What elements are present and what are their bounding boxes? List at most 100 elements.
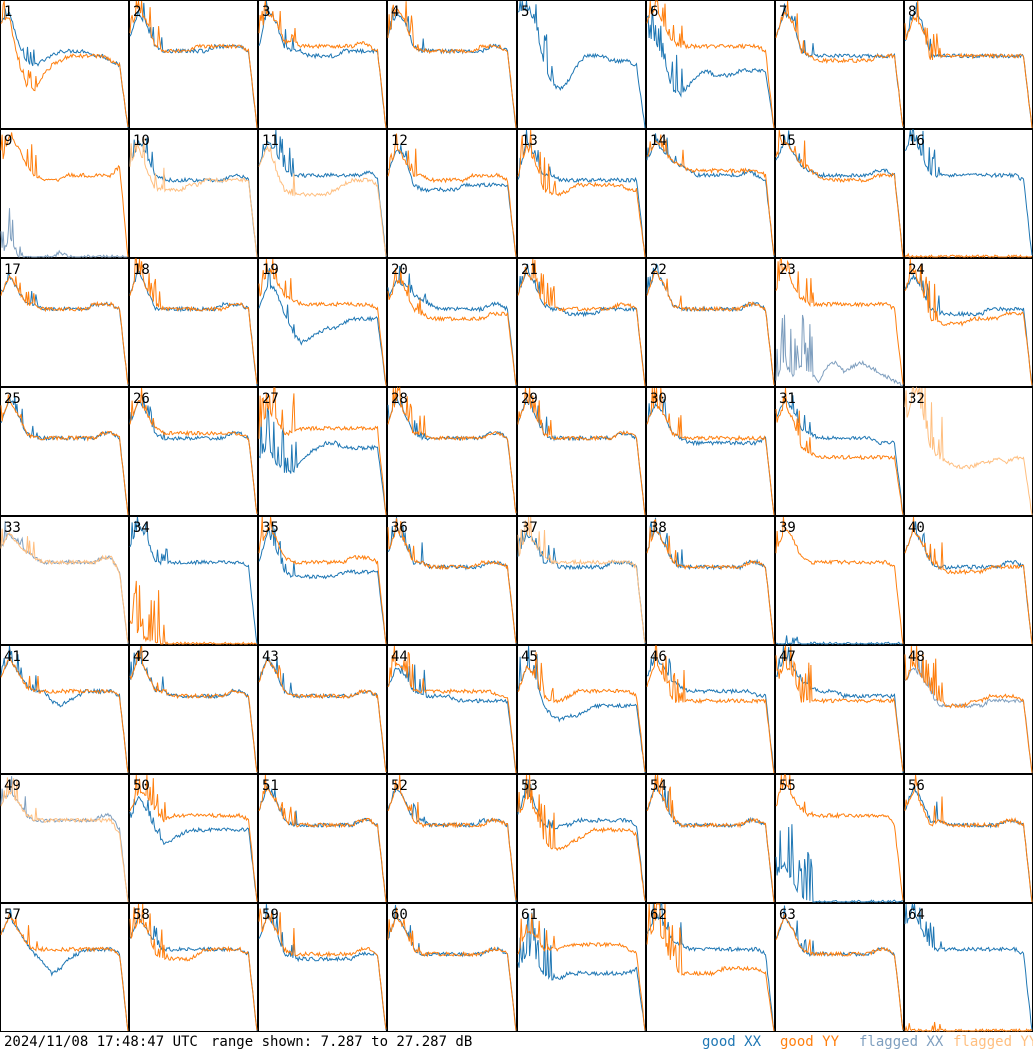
series-yy-panel-26 — [129, 387, 258, 514]
series-yy-panel-50 — [129, 774, 258, 902]
panel-frame — [387, 129, 517, 258]
panel-frame — [904, 516, 1033, 645]
panel-label: 7 — [779, 4, 787, 20]
panel-frame — [904, 129, 1033, 258]
series-yy-panel-17 — [0, 274, 129, 385]
panel-label: 56 — [908, 778, 925, 794]
panel-52: 52 — [387, 774, 517, 903]
series-yy-panel-37 — [517, 516, 646, 643]
panel-frame — [775, 774, 904, 903]
series-xx-panel-59 — [258, 904, 387, 1031]
series-yy-panel-40 — [904, 516, 1033, 645]
panel-38: 38 — [646, 516, 775, 645]
panel-label: 46 — [650, 649, 667, 665]
panel-frame — [258, 258, 387, 387]
panel-frame — [646, 387, 775, 516]
series-yy-panel-8 — [904, 0, 1033, 129]
panel-label: 10 — [133, 133, 150, 149]
panel-7: 7 — [775, 0, 904, 129]
panel-54: 54 — [646, 774, 775, 903]
series-yy-panel-14 — [646, 134, 775, 256]
series-yy-panel-23 — [775, 258, 904, 385]
panel-label: 14 — [650, 133, 667, 149]
series-xx-panel-61 — [517, 912, 646, 1032]
panel-24: 24 — [904, 258, 1033, 387]
panel-36: 36 — [387, 516, 517, 645]
panel-label: 37 — [521, 520, 538, 536]
series-yy-panel-10 — [129, 137, 258, 258]
panel-label: 53 — [521, 778, 538, 794]
panel-frame — [258, 903, 387, 1032]
series-yy-panel-54 — [646, 774, 775, 903]
panel-frame — [517, 129, 646, 258]
panel-label: 51 — [262, 778, 279, 794]
series-yy-panel-36 — [387, 518, 517, 644]
panel-19: 19 — [258, 258, 387, 387]
series-yy-panel-6 — [646, 0, 775, 129]
series-xx-panel-36 — [387, 516, 517, 645]
series-xx-panel-9 — [0, 208, 129, 258]
panel-49: 49 — [0, 774, 129, 903]
panel-frame — [387, 903, 517, 1032]
series-xx-panel-35 — [258, 522, 387, 644]
series-yy-panel-1 — [0, 0, 129, 128]
panel-frame — [0, 258, 129, 387]
panel-label: 31 — [779, 391, 796, 407]
series-yy-panel-52 — [387, 774, 517, 901]
panel-label: 23 — [779, 262, 796, 278]
series-xx-panel-24 — [904, 272, 1033, 387]
series-yy-panel-25 — [0, 394, 129, 516]
panel-label: 34 — [133, 520, 150, 536]
panel-label: 25 — [4, 391, 21, 407]
panel-33: 33 — [0, 516, 129, 645]
panel-label: 44 — [391, 649, 408, 665]
panel-label: 35 — [262, 520, 279, 536]
panel-frame — [129, 258, 258, 387]
series-xx-panel-3 — [258, 0, 387, 129]
panel-60: 60 — [387, 903, 517, 1032]
series-xx-panel-19 — [258, 267, 387, 385]
series-xx-panel-27 — [258, 407, 387, 514]
panel-label: 40 — [908, 520, 925, 536]
panel-label: 33 — [4, 520, 21, 536]
series-xx-panel-12 — [387, 144, 517, 258]
series-xx-panel-62 — [646, 903, 775, 1031]
panel-label: 57 — [4, 907, 21, 923]
series-xx-panel-34 — [129, 516, 258, 645]
panel-17: 17 — [0, 258, 129, 387]
panel-label: 29 — [521, 391, 538, 407]
series-yy-panel-43 — [258, 658, 387, 773]
legend-flagged-xx: flagged XX — [859, 1034, 944, 1050]
panel-43: 43 — [258, 645, 387, 774]
series-xx-panel-55 — [775, 824, 904, 903]
panel-56: 56 — [904, 774, 1033, 903]
series-yy-panel-55 — [775, 774, 904, 901]
series-xx-panel-20 — [387, 265, 517, 387]
panel-8: 8 — [904, 0, 1033, 129]
series-xx-panel-1 — [0, 8, 129, 129]
panel-frame — [904, 774, 1033, 903]
panel-frame — [0, 0, 129, 129]
panel-label: 16 — [908, 133, 925, 149]
panel-label: 62 — [650, 907, 667, 923]
panel-64: 64 — [904, 903, 1033, 1032]
panel-label: 47 — [779, 649, 796, 665]
panel-frame — [775, 645, 904, 774]
range-text: range shown: 7.287 to 27.287 dB — [211, 1034, 473, 1050]
series-yy-panel-56 — [904, 774, 1033, 903]
series-yy-panel-3 — [258, 0, 387, 128]
panel-label: 4 — [391, 4, 399, 20]
panel-label: 50 — [133, 778, 150, 794]
panel-label: 21 — [521, 262, 538, 278]
series-yy-panel-39 — [775, 516, 904, 645]
legend-flagged-yy: flagged YY — [953, 1034, 1033, 1050]
panel-label: 24 — [908, 262, 925, 278]
panel-16: 16 — [904, 129, 1033, 258]
series-xx-panel-2 — [129, 2, 258, 129]
series-yy-panel-28 — [387, 386, 517, 514]
panel-frame — [517, 258, 646, 387]
panel-frame — [258, 774, 387, 903]
panel-label: 60 — [391, 907, 408, 923]
panel-label: 11 — [262, 133, 279, 149]
panel-label: 39 — [779, 520, 796, 536]
